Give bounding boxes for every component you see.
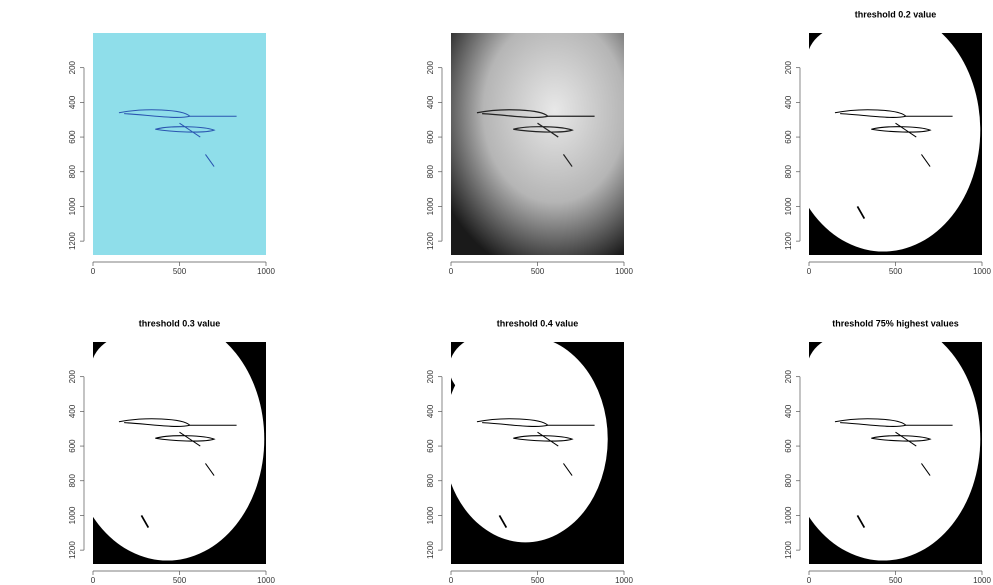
figure: 0 500 1000 200 400 600 800 1000 1200 0 500 1000 200 4… (0, 0, 993, 585)
image (93, 33, 266, 255)
y-tick-label: 800 (426, 474, 435, 488)
panel-title: threshold 0.2 value (855, 9, 937, 19)
y-tick-label: 800 (68, 474, 77, 488)
y-tick-label: 1000 (68, 197, 77, 215)
y-tick-label: 1000 (68, 506, 77, 524)
y-tick-label: 600 (426, 130, 435, 144)
y-tick-label: 1000 (784, 506, 793, 524)
y-tick-label: 1200 (784, 541, 793, 559)
image (787, 318, 982, 564)
y-tick-label: 200 (784, 369, 793, 383)
bin-white (807, 24, 897, 93)
y-tick-label: 400 (426, 404, 435, 418)
y-tick-label: 400 (784, 404, 793, 418)
y-tick-label: 600 (426, 439, 435, 453)
y-tick-label: 400 (784, 95, 793, 109)
y-tick-label: 600 (68, 130, 77, 144)
x-tick-label: 1000 (615, 267, 633, 276)
image-panel: threshold 0.2 value 0 500 1000 200 400 600 800 1… (784, 9, 991, 276)
x-tick-label: 500 (889, 267, 903, 276)
x-tick-label: 0 (449, 576, 454, 585)
x-tick-label: 1000 (257, 267, 275, 276)
x-tick-label: 500 (531, 576, 545, 585)
panel-title: threshold 0.3 value (139, 318, 221, 328)
gray-bg (451, 33, 624, 255)
y-tick-label: 600 (784, 439, 793, 453)
x-tick-label: 500 (173, 576, 187, 585)
bin-white (449, 333, 539, 402)
y-tick-label: 400 (68, 404, 77, 418)
image (787, 9, 982, 255)
image (71, 318, 266, 564)
image-panel: threshold 0.3 value 0 500 1000 200 400 600 800 1… (68, 318, 275, 585)
panel-title: threshold 75% highest values (832, 318, 959, 328)
y-tick-label: 1000 (784, 197, 793, 215)
y-tick-label: 800 (426, 165, 435, 179)
x-tick-label: 1000 (973, 576, 991, 585)
x-tick-label: 0 (91, 267, 96, 276)
bin-white (807, 333, 897, 402)
y-tick-label: 800 (784, 474, 793, 488)
y-tick-label: 1200 (784, 232, 793, 250)
panel-title: threshold 0.4 value (497, 318, 579, 328)
image-panel: 0 500 1000 200 400 600 800 1000 1200 (68, 33, 275, 276)
x-tick-label: 500 (531, 267, 545, 276)
x-tick-label: 0 (449, 267, 454, 276)
y-tick-label: 200 (68, 60, 77, 74)
image-panel: threshold 75% highest values 0 500 1000 200 4… (784, 318, 991, 585)
x-tick-label: 1000 (257, 576, 275, 585)
y-tick-label: 200 (426, 369, 435, 383)
x-tick-label: 0 (91, 576, 96, 585)
x-tick-label: 0 (807, 576, 812, 585)
y-tick-label: 1200 (68, 541, 77, 559)
y-tick-label: 800 (68, 165, 77, 179)
y-tick-label: 400 (68, 95, 77, 109)
image (451, 33, 624, 255)
y-tick-label: 200 (426, 60, 435, 74)
x-tick-label: 0 (807, 267, 812, 276)
y-tick-label: 400 (426, 95, 435, 109)
y-tick-label: 800 (784, 165, 793, 179)
y-tick-label: 600 (784, 130, 793, 144)
bin-white (91, 333, 181, 402)
image (443, 333, 624, 564)
y-tick-label: 1000 (426, 506, 435, 524)
y-tick-label: 200 (784, 60, 793, 74)
x-tick-label: 1000 (615, 576, 633, 585)
y-tick-label: 1200 (68, 232, 77, 250)
x-tick-label: 500 (889, 576, 903, 585)
photo-bg (93, 33, 266, 255)
y-tick-label: 1200 (426, 232, 435, 250)
x-tick-label: 1000 (973, 267, 991, 276)
x-tick-label: 500 (173, 267, 187, 276)
y-tick-label: 1200 (426, 541, 435, 559)
image-panel: threshold 0.4 value 0 500 1000 200 400 600 800 1… (426, 318, 633, 585)
image-panel: 0 500 1000 200 400 600 800 1000 1200 (426, 33, 633, 276)
y-tick-label: 600 (68, 439, 77, 453)
y-tick-label: 200 (68, 369, 77, 383)
y-tick-label: 1000 (426, 197, 435, 215)
